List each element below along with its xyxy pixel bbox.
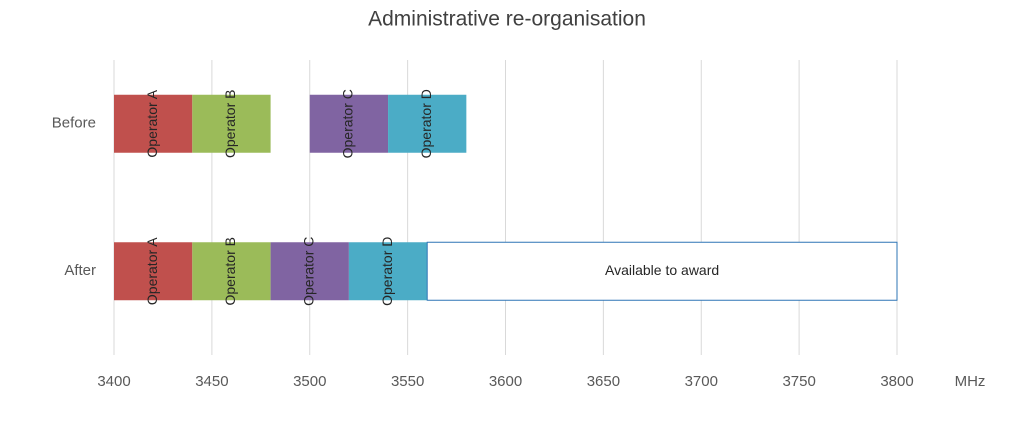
x-tick-label: 3500 [293, 373, 326, 390]
bar-segment [388, 94, 467, 153]
x-axis-label: MHz [955, 373, 986, 390]
bar-segment [348, 242, 428, 301]
x-tick-label: 3750 [782, 373, 815, 390]
segment-label: Operator D [418, 89, 434, 158]
segment-label: Operator B [222, 237, 238, 305]
bar-segment [426, 241, 898, 301]
bars: Before Operator A Operator B Operator C Oper… [52, 89, 898, 306]
bar-segment [309, 94, 389, 153]
bar-segment [114, 94, 193, 153]
x-tick-label: 3700 [685, 373, 718, 390]
bar-segment [114, 242, 193, 301]
category-label: Before [52, 115, 96, 132]
segment-label: Operator A [144, 237, 160, 305]
segment-label: Operator A [144, 89, 160, 157]
x-tick-label: 3400 [97, 373, 130, 390]
x-tick-label: 3650 [587, 373, 620, 390]
x-tick-label: 3800 [880, 373, 913, 390]
segment-label: Operator B [222, 90, 238, 158]
bar-segment [270, 242, 349, 301]
x-tick-label: 3450 [195, 373, 228, 390]
x-tick-label: 3600 [489, 373, 522, 390]
bar-segment [192, 242, 271, 301]
segment-label: Operator C [340, 89, 356, 158]
segment-label: Operator C [300, 237, 316, 306]
category-label: After [64, 262, 96, 279]
segment-label: Operator D [379, 237, 395, 306]
grid: 3400 3450 3500 3550 3600 3650 3700 3750 3800 [97, 60, 914, 390]
x-tick-label: 3550 [391, 373, 424, 390]
bar-segment [192, 94, 271, 153]
segment-label: Available to award [605, 262, 719, 278]
chart-title: Administrative re-organisation [368, 8, 646, 31]
